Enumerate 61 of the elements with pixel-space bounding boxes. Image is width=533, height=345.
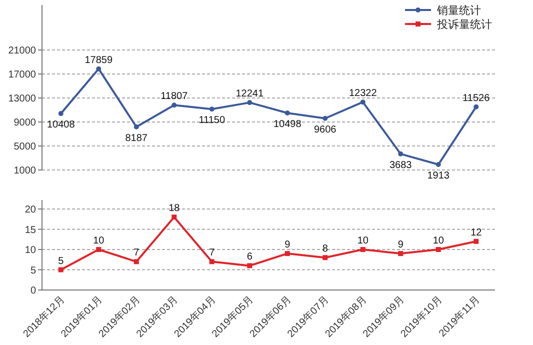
- y-tick-label: 5000: [14, 142, 36, 152]
- data-label: 6: [246, 252, 253, 263]
- point: [96, 247, 102, 252]
- point: [247, 100, 252, 106]
- y-tick-label: 20: [24, 204, 36, 216]
- y-tick-label: 5: [30, 265, 36, 276]
- data-label: 17859: [84, 54, 113, 66]
- data-label: 3683: [390, 160, 412, 171]
- data-label: 11526: [462, 92, 490, 104]
- point: [284, 251, 290, 256]
- data-label: 10: [432, 236, 444, 246]
- data-label: 10: [357, 236, 369, 246]
- data-label: 7: [209, 248, 216, 259]
- point: [247, 263, 252, 268]
- point: [398, 151, 404, 156]
- point: [58, 111, 64, 116]
- point: [322, 116, 328, 121]
- y-tick-label: 13000: [8, 94, 36, 104]
- data-label: 12322: [348, 88, 378, 100]
- y-tick-label: 9000: [14, 118, 36, 128]
- legend-label: 销量统计: [436, 4, 481, 17]
- point: [96, 66, 102, 72]
- data-label: 10498: [273, 119, 302, 130]
- y-tick-label: 15: [24, 224, 36, 236]
- data-label: 1913: [427, 170, 450, 182]
- point: [209, 259, 214, 264]
- point: [134, 259, 139, 264]
- point: [474, 238, 479, 244]
- y-tick-label: 10: [24, 245, 36, 256]
- point: [360, 247, 366, 252]
- data-label: 9: [398, 240, 404, 251]
- point: [172, 102, 177, 108]
- data-label: 12: [470, 227, 482, 238]
- y-tick-label: 21000: [8, 46, 36, 56]
- point: [322, 255, 328, 260]
- data-label: 18: [168, 203, 180, 214]
- point: [436, 247, 441, 252]
- data-label: 8187: [125, 132, 148, 144]
- data-label: 11150: [198, 115, 226, 126]
- data-label: 9606: [314, 124, 337, 136]
- point: [134, 124, 139, 130]
- data-label: 7: [134, 248, 140, 259]
- y-tick-label: 17000: [8, 70, 36, 80]
- point: [360, 100, 366, 105]
- point: [436, 162, 441, 168]
- data-label: 12241: [236, 88, 264, 100]
- data-label: 10408: [46, 120, 76, 131]
- legend-label: 投诉量统计: [436, 18, 492, 31]
- data-label: 11807: [160, 91, 188, 102]
- point: [284, 110, 290, 116]
- point: [58, 267, 64, 272]
- point: [209, 106, 214, 112]
- data-label: 5: [58, 256, 64, 267]
- data-label: 8: [322, 244, 328, 255]
- point: [172, 214, 177, 220]
- y-tick-label: 0: [30, 286, 36, 296]
- data-label: 9: [284, 240, 291, 251]
- point: [474, 104, 479, 110]
- point: [398, 251, 404, 256]
- y-tick-label: 1000: [14, 166, 36, 176]
- data-label: 10: [93, 236, 105, 246]
